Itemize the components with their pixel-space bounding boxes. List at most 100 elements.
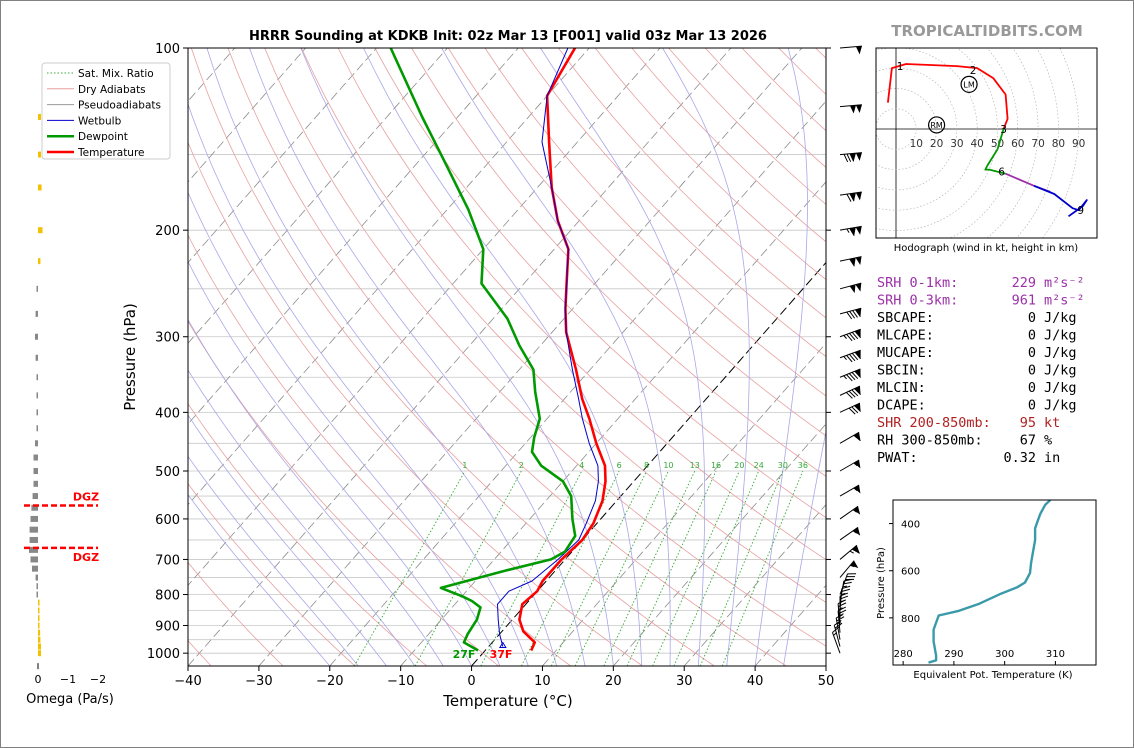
omega-bar — [38, 599, 40, 606]
barb-flag — [854, 388, 861, 395]
barb-half-flag — [843, 375, 847, 380]
hodo-height-label: 2 — [970, 65, 977, 77]
barb-pennant — [855, 226, 862, 235]
barb-flag — [851, 372, 859, 380]
wind-barb — [839, 459, 861, 472]
dry-adiabat — [188, 141, 643, 666]
wind-barb — [839, 45, 862, 55]
barb-pennant — [855, 308, 862, 317]
barb-flag — [846, 576, 856, 578]
omega-bar — [36, 409, 38, 416]
barb-flag — [843, 581, 852, 585]
omega-bar — [36, 285, 38, 292]
theta-e-ticks: 280 290 300 310 400 600 800 — [889, 520, 1065, 665]
hodo-ring-label: 40 — [971, 138, 984, 150]
hodo-ring — [1042, 48, 1079, 238]
hodo-height-label: 3 — [1000, 124, 1007, 136]
omega-bar — [38, 227, 43, 234]
index-label: SRH 0-1km: — [877, 275, 958, 291]
omega-bar — [38, 643, 41, 650]
indices-panel: SRH 0-1km: 229 m²s⁻² SRH 0-3km: 961 m²s⁻² SBCA… — [877, 275, 1085, 466]
barb-flag — [839, 592, 849, 597]
x-tick-label: 10 — [534, 674, 551, 689]
mixing-ratio-label: 2 — [519, 461, 524, 470]
pseudoadiabat — [188, 369, 416, 666]
dry-adiabat — [190, 48, 715, 666]
index-unit: m²s⁻² — [1044, 275, 1085, 291]
barb-pennant — [853, 485, 861, 494]
barb-flag — [855, 309, 861, 317]
dry-adiabat — [337, 48, 826, 561]
y-tick-label: 1000 — [147, 647, 180, 662]
hodo-height-label: 9 — [1077, 205, 1084, 217]
theta-x-tick-label: 310 — [1046, 649, 1065, 660]
barb-half-flag — [842, 585, 848, 588]
index-unit: J/kg — [1044, 345, 1077, 361]
barb-flag — [851, 353, 859, 361]
barb-pennant — [855, 46, 862, 55]
storm-motion-marker — [960, 75, 978, 93]
barb-flag — [846, 153, 852, 162]
omega-bar — [32, 493, 38, 500]
watermark: TROPICALTIDBITS.COM — [891, 22, 1083, 40]
barb-half-flag — [850, 564, 855, 568]
barb-flag — [849, 354, 856, 362]
wind-barb — [837, 599, 847, 626]
barb-flag — [851, 389, 859, 397]
index-label: SRH 0-3km: — [877, 293, 958, 309]
surface-annotations: 27F 37F — [453, 648, 513, 661]
surface-dewpoint-label: 27F — [453, 648, 476, 661]
barb-half-flag — [843, 335, 847, 339]
omega-bar — [38, 615, 40, 622]
theta-x-tick-label: 290 — [944, 649, 963, 660]
barb-half-flag — [838, 607, 843, 610]
barb-staff — [835, 617, 841, 640]
barb-staff — [839, 385, 861, 396]
dry-adiabat — [521, 48, 826, 358]
temperature-line — [518, 48, 607, 652]
wind-barb — [839, 484, 861, 497]
barb-flag — [851, 406, 859, 414]
index-label: DCAPE: — [877, 398, 926, 414]
mixing-ratio-line — [603, 470, 696, 666]
barb-half-flag — [836, 621, 842, 625]
legend: Sat. Mix. Ratio Dry Adiabats Pseudoadiabat… — [41, 62, 171, 160]
barb-staff — [839, 45, 862, 49]
x-tick-label: −40 — [174, 674, 201, 689]
barb-pennant — [849, 227, 856, 236]
skewt-y-label: Pressure (hPa) — [121, 303, 139, 411]
hodo-ring — [876, 88, 937, 170]
barb-pennant — [849, 192, 856, 202]
x-tick-label: 30 — [676, 674, 693, 689]
hodo-ring-label: 30 — [950, 138, 963, 150]
x-tick-label: 40 — [747, 674, 764, 689]
omega-bar — [38, 258, 41, 265]
omega-bar — [30, 515, 38, 522]
barb-pennant — [849, 284, 856, 294]
mixing-ratio-line — [550, 470, 648, 666]
dry-adiabat — [188, 234, 571, 666]
skewt-axes-frame — [187, 47, 827, 667]
barb-staff — [839, 402, 861, 413]
theta-e-x-label: Equivalent Pot. Temperature (K) — [913, 670, 1072, 681]
isotherm — [0, 48, 22, 666]
mixing-ratio-label: 30 — [778, 461, 788, 470]
index-unit: kt — [1044, 415, 1060, 431]
mixing-ratio-label: 1 — [462, 461, 467, 470]
barb-flag — [846, 311, 853, 320]
isotherm — [329, 100, 826, 666]
barb-flag — [851, 331, 859, 340]
barb-pennant — [853, 506, 861, 515]
omega-tick-label: −2 — [90, 673, 106, 686]
omega-bar — [36, 392, 38, 399]
theta-x-tick-label: 280 — [894, 649, 913, 660]
hodo-ring-label: 20 — [930, 138, 943, 150]
index-value: 0 — [1028, 310, 1036, 326]
wind-barb — [839, 282, 862, 294]
theta-x-tick-label: 300 — [995, 649, 1014, 660]
theta-e-trace — [928, 500, 1052, 664]
index-value: 67 — [1020, 433, 1036, 449]
barb-staff — [839, 368, 861, 378]
omega-bar — [38, 184, 42, 191]
hodo-segment — [887, 63, 1009, 130]
